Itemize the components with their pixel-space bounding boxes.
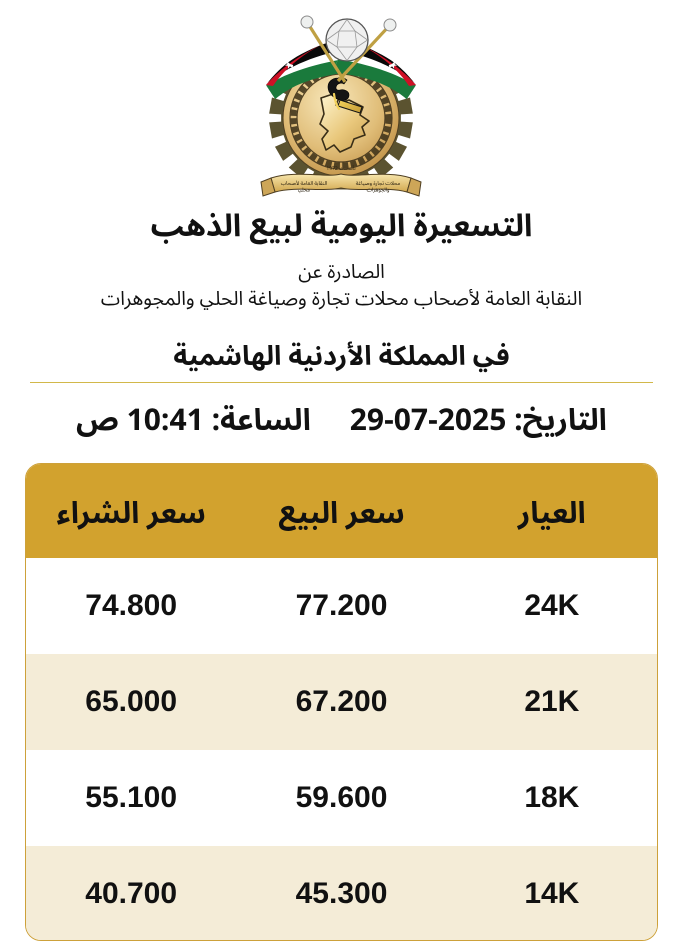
svg-text:والجوهرات: والجوهرات [367, 186, 390, 194]
svg-text:تأسست 1972: تأسست 1972 [326, 165, 356, 172]
svg-text:محلي: محلي [298, 186, 310, 194]
